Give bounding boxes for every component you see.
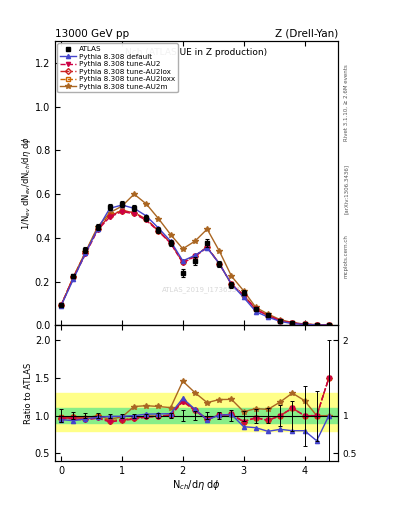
Legend: ATLAS, Pythia 8.308 default, Pythia 8.308 tune-AU2, Pythia 8.308 tune-AU2lox, Py: ATLAS, Pythia 8.308 default, Pythia 8.30… [57,43,178,93]
Bar [55,393,338,431]
Text: ATLAS_2019_I1736531: ATLAS_2019_I1736531 [162,286,242,293]
Text: Z (Drell-Yan): Z (Drell-Yan) [275,29,338,39]
Y-axis label: 1/N$_{ev}$ dN$_{ev}$/dN$_{ch}$/d$\eta$ d$\phi$: 1/N$_{ev}$ dN$_{ev}$/dN$_{ch}$/d$\eta$ d… [20,136,33,230]
X-axis label: N$_{ch}$/d$\eta$ d$\phi$: N$_{ch}$/d$\eta$ d$\phi$ [172,478,221,493]
Text: [arXiv:1306.3436]: [arXiv:1306.3436] [344,164,349,215]
Text: Rivet 3.1.10, ≥ 2.6M events: Rivet 3.1.10, ≥ 2.6M events [344,64,349,141]
Text: Nch (ATLAS UE in Z production): Nch (ATLAS UE in Z production) [125,48,268,57]
Y-axis label: Ratio to ATLAS: Ratio to ATLAS [24,362,33,424]
Bar [55,408,338,423]
Text: 13000 GeV pp: 13000 GeV pp [55,29,129,39]
Text: mcplots.cern.ch: mcplots.cern.ch [344,234,349,278]
